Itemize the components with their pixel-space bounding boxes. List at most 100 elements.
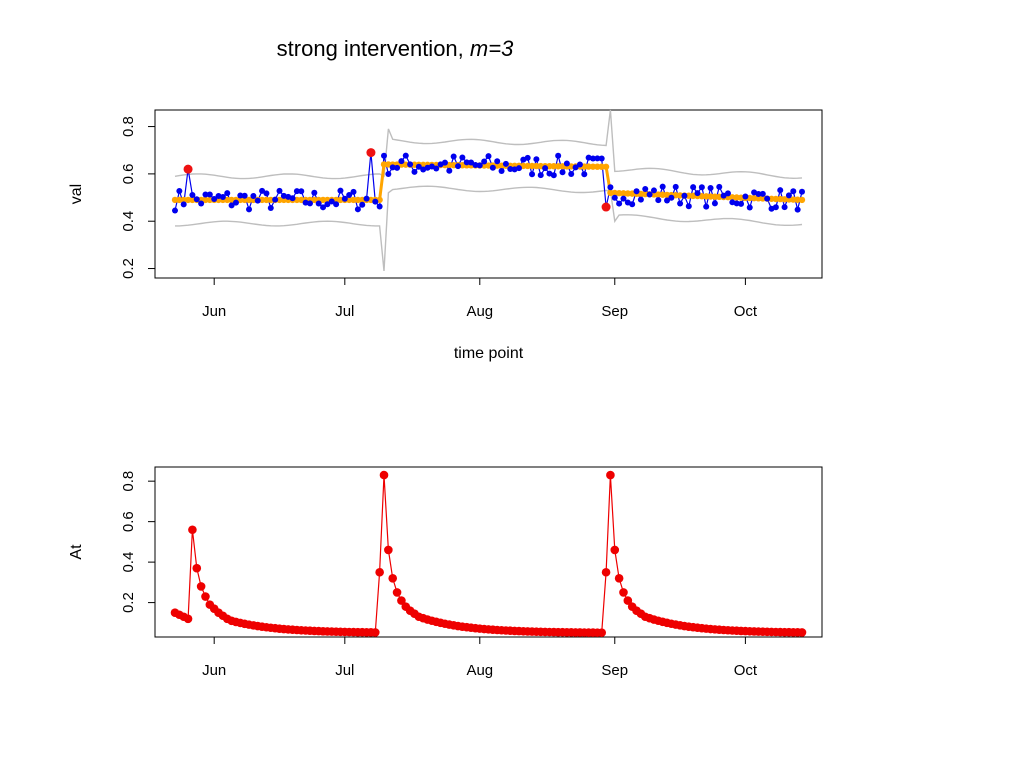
at-point xyxy=(614,574,624,583)
observed-point xyxy=(193,196,200,203)
observed-point xyxy=(311,189,318,196)
observed-point xyxy=(711,200,718,207)
observed-point xyxy=(468,159,475,166)
top-xtick-label: Aug xyxy=(466,303,493,320)
top-xtick-label: Oct xyxy=(734,303,758,320)
observed-point xyxy=(777,187,784,194)
observed-point xyxy=(198,200,205,207)
observed-point xyxy=(455,163,462,170)
observed-point xyxy=(668,194,675,201)
observed-point xyxy=(237,192,244,199)
observed-point xyxy=(672,183,679,190)
observed-point xyxy=(485,153,492,160)
lower-band-line xyxy=(175,185,803,271)
bottom-ytick-label: 0.2 xyxy=(120,592,137,613)
observed-point xyxy=(650,187,657,194)
top-panel: 0.2 0.4 0.6 0.8 val Jun Jul Aug Sep Oct time point xyxy=(68,109,823,362)
observed-point xyxy=(463,159,470,166)
observed-point xyxy=(529,171,536,178)
observed-point xyxy=(494,158,501,165)
bottom-xtick-label: Sep xyxy=(601,662,628,679)
observed-point xyxy=(542,165,549,172)
observed-point xyxy=(450,153,457,160)
top-ytick-label: 0.2 xyxy=(120,258,137,279)
bottom-ylabel: At xyxy=(68,544,85,560)
bottom-panel: 0.2 0.4 0.6 0.8 At Jun Jul Aug Sep Oct xyxy=(68,466,823,679)
bottom-xtick-label: Aug xyxy=(466,662,493,679)
observed-point xyxy=(415,163,422,170)
top-ytick-label: 0.8 xyxy=(120,116,137,137)
chart-title-m: m=3 xyxy=(469,36,514,61)
observed-point xyxy=(755,191,762,198)
observed-point xyxy=(555,152,562,159)
at-point xyxy=(597,628,607,637)
observed-point xyxy=(363,195,370,202)
at-point xyxy=(610,545,620,555)
chart-title: strong intervention, m=3 xyxy=(0,36,790,62)
observed-point xyxy=(219,194,226,201)
observed-point xyxy=(441,159,448,166)
highlight-point xyxy=(183,164,193,174)
top-ytick-label: 0.6 xyxy=(120,163,137,184)
observed-point xyxy=(611,194,618,201)
at-point xyxy=(375,567,384,577)
observed-point xyxy=(563,160,570,167)
observed-point xyxy=(180,201,187,208)
at-point xyxy=(388,574,398,583)
at-point xyxy=(188,525,197,535)
observed-point xyxy=(228,202,235,209)
observed-point xyxy=(359,201,366,208)
observed-point xyxy=(315,200,322,207)
bottom-xtick-label: Oct xyxy=(734,662,758,679)
observed-point xyxy=(738,200,745,207)
observed-point xyxy=(759,190,766,197)
observed-point xyxy=(685,203,692,210)
observed-point xyxy=(202,191,209,198)
at-point xyxy=(183,614,193,624)
at-point xyxy=(196,582,206,591)
observed-point xyxy=(724,190,731,197)
observed-point xyxy=(250,192,257,199)
observed-point xyxy=(733,200,740,207)
observed-point xyxy=(581,171,588,178)
observed-point xyxy=(629,201,636,208)
upper-band-line xyxy=(174,109,803,180)
observed-point xyxy=(389,164,396,171)
observed-point xyxy=(476,162,483,169)
at-series-line xyxy=(174,475,802,634)
fitted-point xyxy=(798,196,806,204)
observed-point xyxy=(594,155,601,162)
observed-point xyxy=(350,188,357,195)
observed-point xyxy=(289,195,296,202)
observed-point xyxy=(276,187,283,194)
observed-point xyxy=(646,191,653,198)
observed-point xyxy=(402,152,409,159)
observed-point xyxy=(232,199,239,206)
bottom-xtick-label: Jul xyxy=(335,662,354,679)
top-xtick-label: Jul xyxy=(335,303,354,320)
observed-point xyxy=(707,185,714,192)
at-point xyxy=(606,470,615,480)
at-point xyxy=(619,588,628,597)
observed-point xyxy=(254,197,261,204)
observed-point xyxy=(298,188,305,195)
top-plot-frame xyxy=(154,109,823,279)
bottom-xtick-label: Jun xyxy=(202,662,226,679)
observed-point xyxy=(267,204,274,211)
observed-point xyxy=(293,188,300,195)
observed-point xyxy=(372,198,379,205)
observed-point xyxy=(616,200,623,207)
observed-point xyxy=(772,204,779,211)
observed-point xyxy=(385,170,392,177)
top-xtick-label: Jun xyxy=(202,303,226,320)
observed-point xyxy=(446,167,453,174)
observed-point xyxy=(590,155,596,162)
observed-point xyxy=(559,169,566,176)
observed-point xyxy=(459,154,466,161)
observed-point xyxy=(515,165,522,172)
observed-point xyxy=(633,188,640,195)
observed-point xyxy=(333,201,340,208)
observed-point xyxy=(764,195,771,202)
observed-point xyxy=(489,164,496,171)
